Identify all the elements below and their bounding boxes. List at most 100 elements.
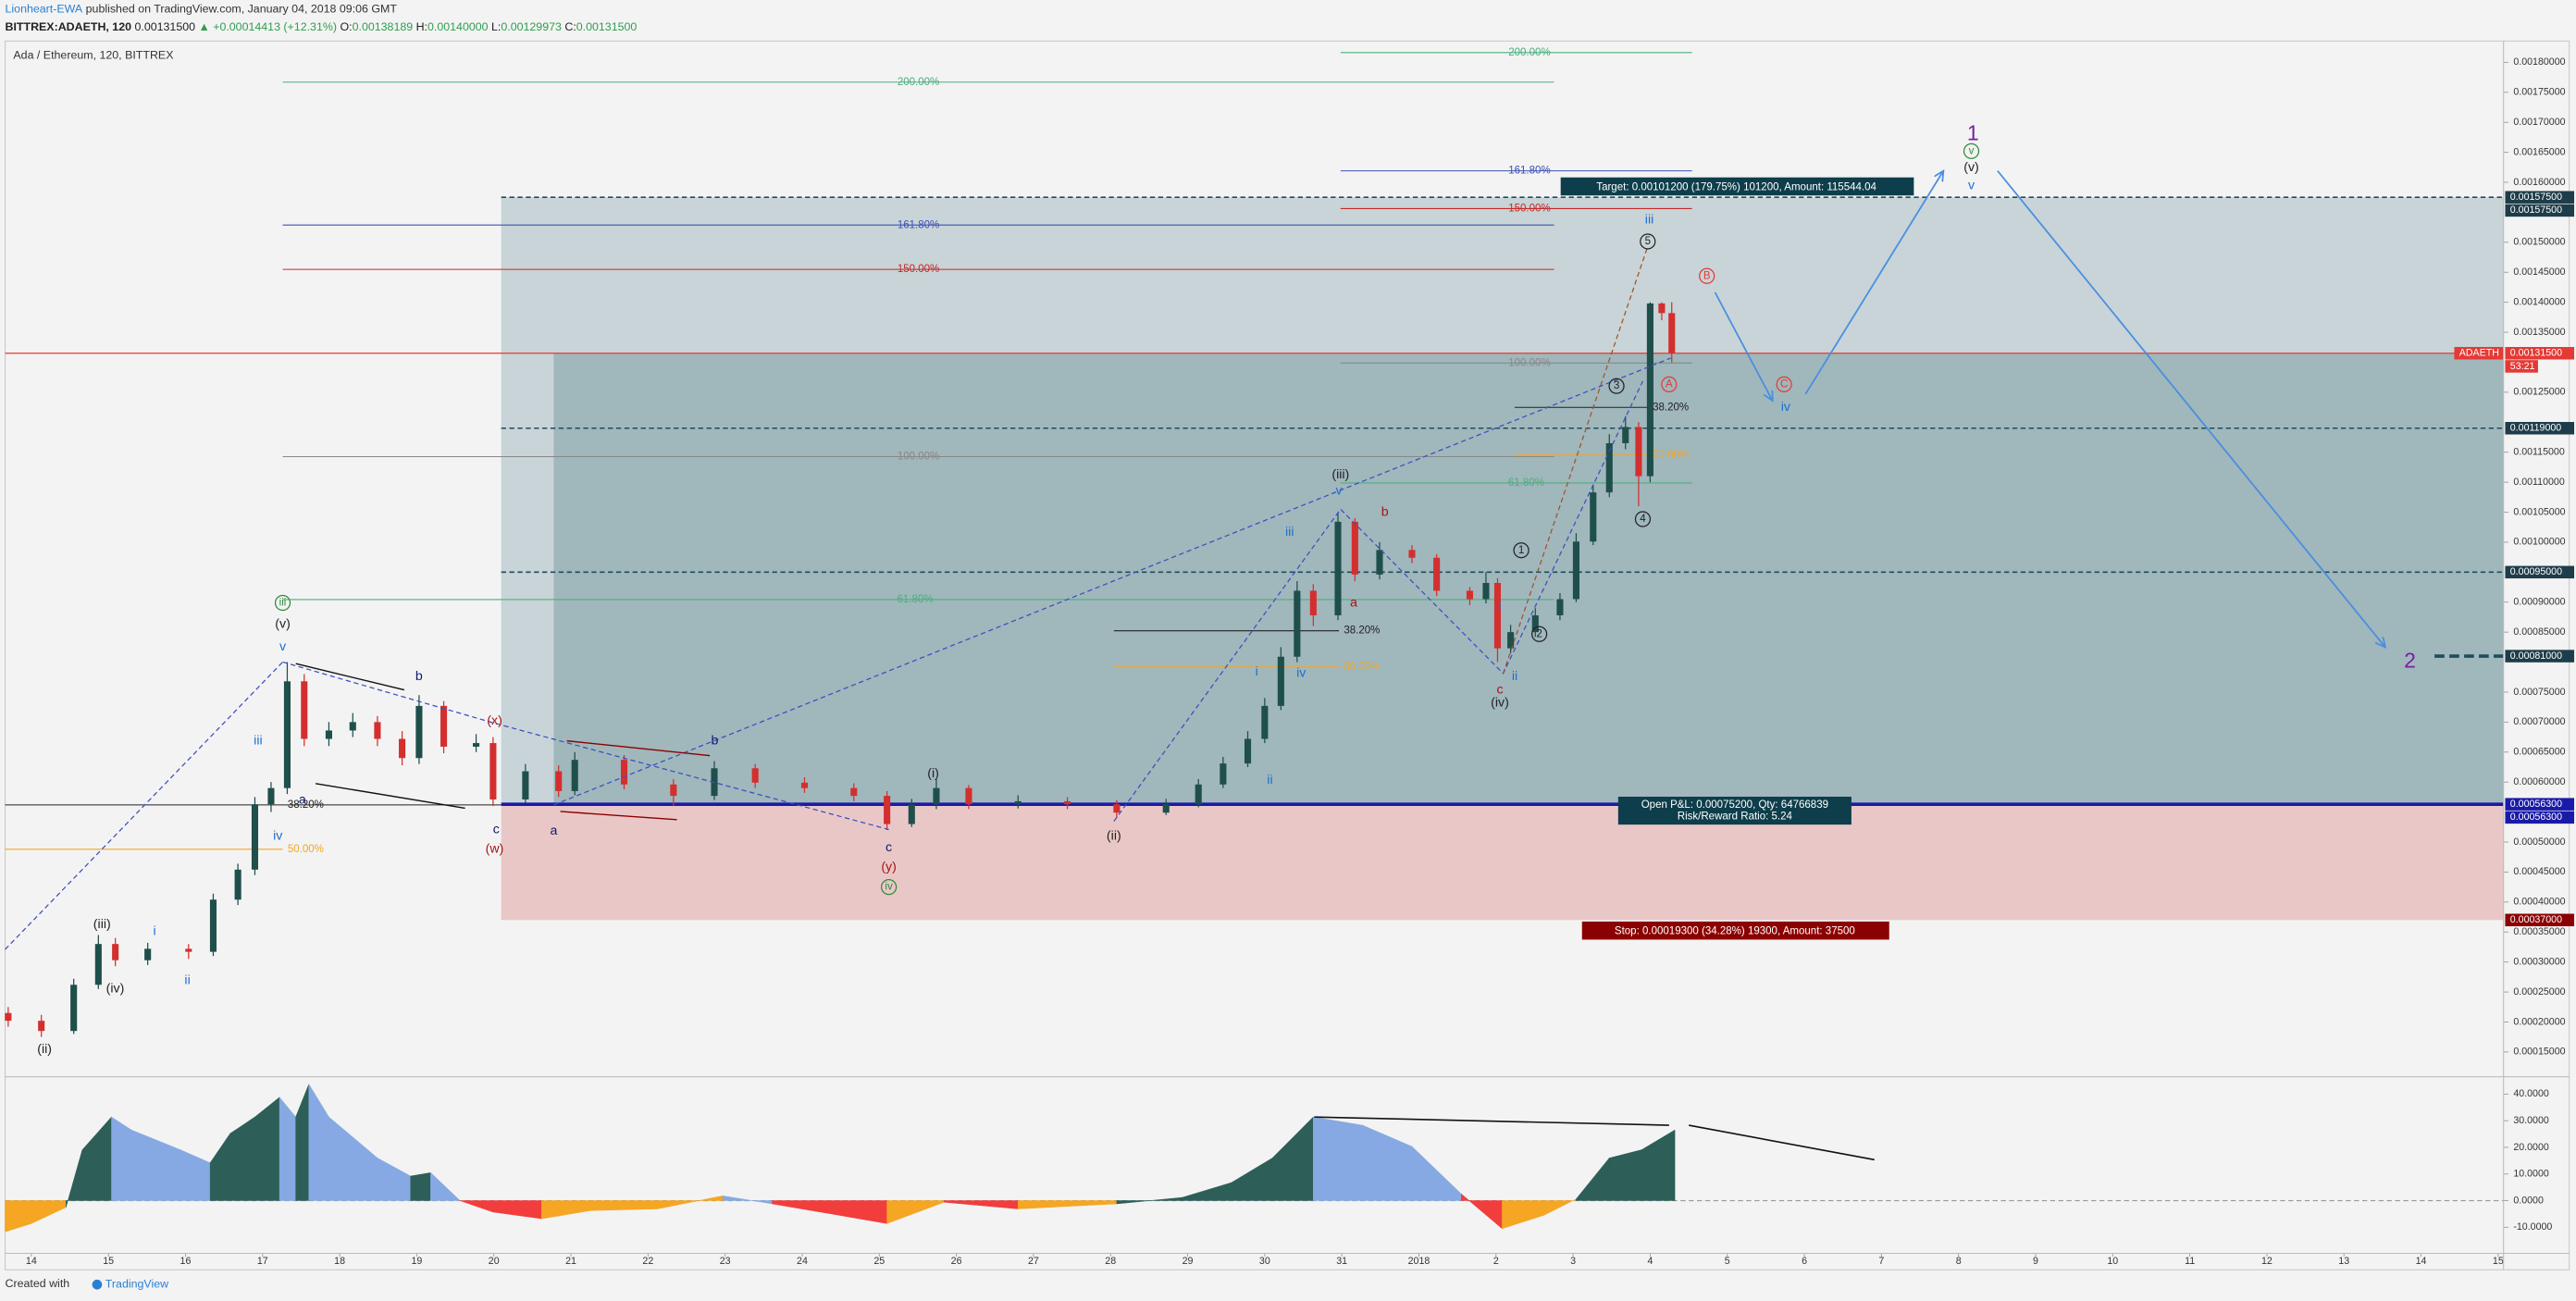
candle-body <box>440 705 448 747</box>
wave-label: b <box>415 669 423 684</box>
candle-body <box>1433 557 1441 591</box>
x-tick-label: 7 <box>1878 1256 1884 1267</box>
x-tick-label: 16 <box>180 1256 192 1267</box>
h-label: H: <box>416 20 427 33</box>
osc-y-tick-label: 20.0000 <box>2513 1142 2549 1153</box>
brand[interactable]: TradingView <box>105 1278 168 1291</box>
x-tick-label: 24 <box>797 1256 808 1267</box>
candle-body <box>1646 303 1653 477</box>
wave-label: (iii) <box>93 917 111 932</box>
y-tick-label: 0.00105000 <box>2513 506 2565 517</box>
oscillator-area <box>1608 1149 1642 1201</box>
level-box <box>2505 798 2575 811</box>
candle-body <box>1556 599 1564 615</box>
wave-label: ii <box>1512 669 1517 684</box>
x-tick-label: 5 <box>1725 1256 1730 1267</box>
wave-label: i <box>1498 599 1501 613</box>
candle-body <box>349 722 356 731</box>
high: 0.00140000 <box>427 20 489 33</box>
candle-body <box>1658 303 1666 314</box>
wave-label: iii <box>1285 525 1294 539</box>
wave-label: a <box>299 792 306 807</box>
c-label: C: <box>564 20 576 33</box>
wave-label: b <box>1381 505 1389 520</box>
y-tick-label: 0.00135000 <box>2513 327 2565 338</box>
candle-body <box>1408 550 1416 558</box>
candle-body <box>1277 656 1284 706</box>
x-tick-label: 15 <box>103 1256 114 1267</box>
candle-body <box>38 1021 45 1032</box>
wave-circle <box>1608 378 1625 394</box>
wave-label: v <box>279 639 287 654</box>
low: 0.00129973 <box>501 20 562 33</box>
wave-label: b <box>711 733 718 748</box>
candle-body <box>283 681 291 788</box>
x-tick-label: 4 <box>1647 1256 1653 1267</box>
y-tick-label: 0.00100000 <box>2513 537 2565 548</box>
wave-label: (v) <box>275 616 291 631</box>
y-tick-label: 0.00175000 <box>2513 87 2565 98</box>
divergence-line <box>1314 1116 1669 1126</box>
candle-body <box>1590 492 1597 542</box>
wave-label: v <box>1968 178 1975 192</box>
candle-body <box>1482 582 1490 600</box>
x-tick-label: 10 <box>2107 1256 2118 1267</box>
y-tick-label: 0.00015000 <box>2513 1047 2565 1058</box>
pnl-label: Open P&L: 0.00075200, Qty: 64766839 <box>1641 799 1828 811</box>
projection-arrow <box>1804 171 1943 395</box>
wave-label: c <box>493 822 500 836</box>
trend-line <box>5 661 283 950</box>
candle-body <box>850 787 858 797</box>
candle-body <box>144 948 152 960</box>
oscillator-area <box>410 1171 431 1201</box>
candle-body <box>1014 800 1022 805</box>
candle-body <box>1162 804 1170 813</box>
wave-label: iv <box>885 882 893 893</box>
x-tick-label: 9 <box>2033 1256 2038 1267</box>
candle-body <box>473 743 480 747</box>
x-tick-label: 23 <box>720 1256 731 1267</box>
candle-body <box>571 760 578 791</box>
change: ▲ +0.00014413 (+12.31%) <box>198 20 337 33</box>
y-tick-label: 0.00030000 <box>2513 956 2565 967</box>
symbol-line: BITTREX:ADAETH, 120 0.00131500 ▲ +0.0001… <box>6 20 638 33</box>
candle-body <box>670 784 677 797</box>
y-tick-label: 0.00040000 <box>2513 897 2565 908</box>
divergence-line <box>1689 1124 1875 1161</box>
x-tick-label: 27 <box>1028 1256 1039 1267</box>
candle-body <box>1244 738 1252 764</box>
x-tick-label: 29 <box>1183 1256 1194 1267</box>
candle-body <box>1466 590 1474 600</box>
target-box <box>1560 177 1914 196</box>
wave-label: c <box>1496 682 1503 697</box>
level-label: 0.00081000 <box>2510 650 2562 662</box>
x-tick-label: 3 <box>1570 1256 1576 1267</box>
candle-body <box>112 944 119 960</box>
candle-body <box>884 796 891 824</box>
stop-zone <box>501 804 2504 921</box>
y-tick-label: 0.00050000 <box>2513 836 2565 848</box>
osc-y-tick-label: 30.0000 <box>2513 1115 2549 1126</box>
wave-label: ii <box>1267 773 1272 787</box>
candle-body <box>1064 800 1071 805</box>
wave-circle <box>1513 542 1530 559</box>
symbol: BITTREX:ADAETH, 120 <box>6 20 132 33</box>
candle-body <box>489 743 497 799</box>
wave-label: (ii) <box>1107 828 1121 843</box>
author[interactable]: Lionheart-EWA <box>6 3 83 16</box>
wave-circle <box>1634 511 1652 527</box>
projection-arrow <box>1714 291 1773 401</box>
y-tick-label: 0.00035000 <box>2513 926 2565 937</box>
candle-body <box>70 985 78 1032</box>
fib-label: 200.00% <box>898 77 939 88</box>
candle-body <box>800 782 809 788</box>
x-tick-label: 6 <box>1802 1256 1807 1267</box>
fib-label: 150.00% <box>898 264 939 275</box>
countdown: 53:21 <box>2510 361 2535 372</box>
open-zone <box>553 353 2504 805</box>
candle-body <box>1376 550 1383 575</box>
fib-label: 38.20% <box>1344 626 1380 637</box>
level-label: 0.00157500 <box>2510 192 2562 203</box>
x-tick-label: 21 <box>565 1256 576 1267</box>
wave-label: a <box>1350 595 1357 610</box>
